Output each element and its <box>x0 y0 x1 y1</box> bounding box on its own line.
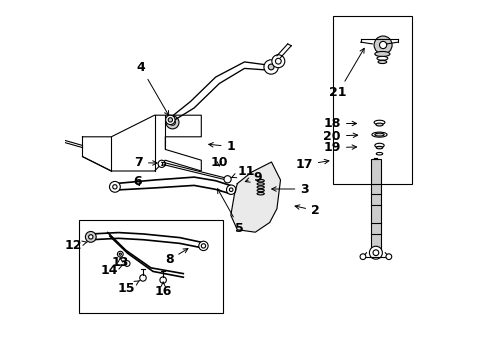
Circle shape <box>140 275 146 281</box>
Ellipse shape <box>375 153 382 155</box>
Bar <box>332 16 411 184</box>
Ellipse shape <box>373 120 384 125</box>
Text: 10: 10 <box>210 156 227 168</box>
Text: 1: 1 <box>208 140 235 153</box>
Text: 6: 6 <box>133 175 141 188</box>
Circle shape <box>158 160 165 167</box>
Text: 18: 18 <box>323 117 356 130</box>
Circle shape <box>275 58 281 64</box>
Text: 21: 21 <box>328 48 364 99</box>
Ellipse shape <box>257 183 264 185</box>
Bar <box>370 159 380 250</box>
Text: 5: 5 <box>217 189 244 235</box>
Text: 2: 2 <box>294 204 319 217</box>
Circle shape <box>271 55 284 68</box>
Circle shape <box>160 277 166 283</box>
Circle shape <box>268 64 273 70</box>
Circle shape <box>373 36 391 54</box>
Circle shape <box>119 253 121 255</box>
Circle shape <box>166 116 179 129</box>
Circle shape <box>368 246 382 259</box>
Circle shape <box>359 254 365 260</box>
Ellipse shape <box>374 143 384 148</box>
Ellipse shape <box>376 57 387 60</box>
Ellipse shape <box>257 189 264 192</box>
Circle shape <box>379 41 386 49</box>
Circle shape <box>201 244 205 248</box>
Circle shape <box>113 185 117 189</box>
Circle shape <box>372 250 378 256</box>
Ellipse shape <box>371 132 386 137</box>
Circle shape <box>165 115 175 125</box>
Ellipse shape <box>377 60 386 64</box>
Ellipse shape <box>374 51 389 57</box>
Ellipse shape <box>257 186 264 189</box>
Circle shape <box>224 176 231 183</box>
Circle shape <box>168 118 172 122</box>
Text: 16: 16 <box>154 282 171 298</box>
Polygon shape <box>230 162 280 232</box>
Circle shape <box>109 181 120 192</box>
Circle shape <box>85 231 96 242</box>
Text: 19: 19 <box>323 141 356 154</box>
Ellipse shape <box>374 133 384 136</box>
Circle shape <box>385 254 391 260</box>
Circle shape <box>264 60 278 74</box>
Text: 9: 9 <box>245 171 262 184</box>
Circle shape <box>199 241 208 251</box>
Circle shape <box>226 185 235 194</box>
Circle shape <box>117 251 123 257</box>
Bar <box>79 220 223 313</box>
Text: 11: 11 <box>231 165 254 178</box>
Text: 13: 13 <box>111 256 129 269</box>
Circle shape <box>88 235 93 239</box>
Text: 12: 12 <box>64 239 87 252</box>
Ellipse shape <box>375 123 382 126</box>
Text: 14: 14 <box>100 264 123 277</box>
Circle shape <box>124 261 130 266</box>
Text: 15: 15 <box>117 280 140 295</box>
Text: 4: 4 <box>137 61 168 116</box>
Text: 8: 8 <box>164 249 187 266</box>
Text: 20: 20 <box>323 130 357 143</box>
Text: 17: 17 <box>295 158 328 171</box>
Circle shape <box>169 120 175 125</box>
Ellipse shape <box>375 147 382 149</box>
Text: 7: 7 <box>134 156 157 169</box>
Ellipse shape <box>257 180 264 182</box>
Text: 3: 3 <box>271 183 308 195</box>
Circle shape <box>229 188 232 192</box>
Ellipse shape <box>257 192 264 195</box>
